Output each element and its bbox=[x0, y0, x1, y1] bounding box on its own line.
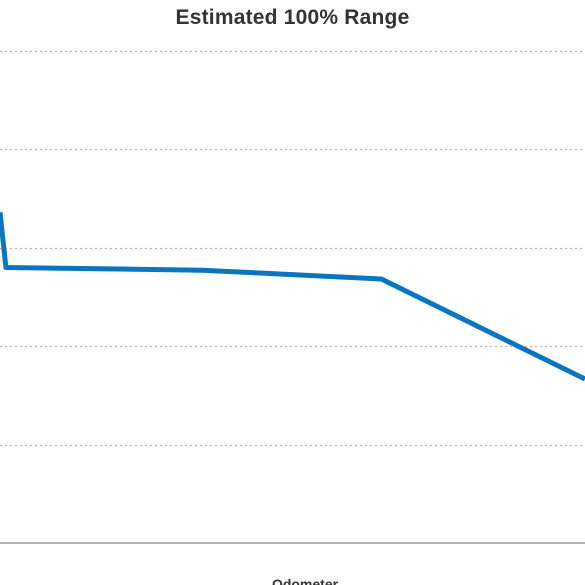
gridlines bbox=[0, 50, 585, 447]
series-line-0 bbox=[0, 212, 585, 382]
x-axis-label: Odometer bbox=[271, 576, 339, 585]
series-layer bbox=[0, 212, 585, 382]
chart-title: Estimated 100% Range bbox=[175, 6, 410, 29]
